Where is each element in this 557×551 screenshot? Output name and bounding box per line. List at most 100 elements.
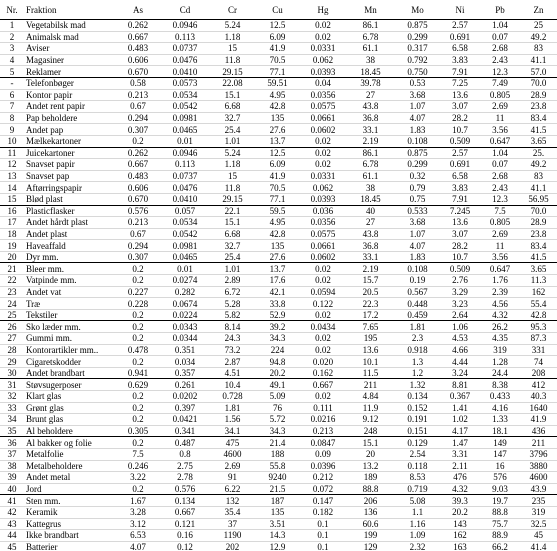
value-cell: 83 <box>520 170 557 183</box>
value-cell: 41.9 <box>255 42 300 55</box>
value-cell: 0.0573 <box>160 77 210 90</box>
value-cell: 86.1 <box>346 19 395 32</box>
value-cell: 6.68 <box>210 228 255 241</box>
value-cell: 0.0542 <box>160 100 210 113</box>
value-cell: 1.28 <box>480 355 520 368</box>
value-cell: 0.2 <box>116 436 160 449</box>
value-cell: 36.8 <box>346 239 395 252</box>
value-cell: 0.576 <box>116 205 160 218</box>
value-cell: 4.07 <box>116 541 160 551</box>
value-cell: 199 <box>346 529 395 542</box>
value-cell: 24.3 <box>210 332 255 345</box>
value-cell: 49.1 <box>255 378 300 391</box>
value-cell: 0.113 <box>160 31 210 44</box>
value-cell: 39.78 <box>346 77 395 90</box>
value-cell: 24.4 <box>480 367 520 380</box>
value-cell: 149 <box>480 436 520 449</box>
value-cell: 39.3 <box>440 494 480 507</box>
value-cell: 0.719 <box>395 483 440 496</box>
fraction-name: Tekstiler <box>24 309 116 322</box>
value-cell: 1.83 <box>395 251 440 264</box>
value-cell: 6.78 <box>346 31 395 44</box>
value-cell: 16 <box>480 460 520 473</box>
value-cell: 0.213 <box>116 89 160 102</box>
table-row: 25 Tekstiler 0.2 0.0224 5.82 52.9 0.02 17.2 0.45… <box>0 309 557 322</box>
value-cell: 0.162 <box>300 367 346 380</box>
row-number: - <box>0 77 24 90</box>
row-number: 38 <box>0 460 24 473</box>
row-number: 27 <box>0 332 24 345</box>
row-number: 2 <box>0 31 24 44</box>
value-cell: 13.7 <box>255 135 300 148</box>
value-cell: 73.2 <box>210 344 255 357</box>
value-cell: 0.805 <box>480 216 520 229</box>
value-cell: 1.04 <box>480 147 520 160</box>
table-row: 6 Kontor papir 0.213 0.0534 15.1 4.95 0.0356 27… <box>0 89 557 102</box>
value-cell: 0.02 <box>300 344 346 357</box>
value-cell: 6.09 <box>255 31 300 44</box>
value-cell: 235 <box>520 494 557 507</box>
value-cell: 0.191 <box>395 413 440 426</box>
value-cell: 0.228 <box>116 297 160 310</box>
value-cell: 0.691 <box>440 158 480 171</box>
value-cell: 0.509 <box>440 262 480 276</box>
row-number: 28 <box>0 344 24 357</box>
value-cell: 2.69 <box>210 460 255 473</box>
value-cell: 0.918 <box>395 344 440 357</box>
value-cell: 0.213 <box>116 216 160 229</box>
value-cell: 195 <box>346 332 395 345</box>
value-cell: 1.56 <box>210 413 255 426</box>
row-number: 39 <box>0 471 24 484</box>
value-cell: 88.9 <box>480 529 520 542</box>
value-cell: 0.0356 <box>300 89 346 102</box>
row-number: 19 <box>0 239 24 252</box>
value-cell: 0.02 <box>300 158 346 171</box>
value-cell: 1.83 <box>395 123 440 136</box>
value-cell: 206 <box>346 494 395 507</box>
value-cell: 37 <box>210 518 255 531</box>
value-cell: 2.87 <box>210 355 255 368</box>
value-cell: 0.262 <box>116 19 160 32</box>
value-cell: 0.0737 <box>160 170 210 183</box>
value-cell: 0.667 <box>160 506 210 519</box>
header-cell: Nr. <box>0 0 24 20</box>
value-cell: 1.18 <box>210 31 255 44</box>
value-cell: 1.09 <box>395 529 440 542</box>
value-cell: 0.02 <box>300 332 346 345</box>
value-cell: 0.0396 <box>300 460 346 473</box>
value-cell: 12.3 <box>480 193 520 206</box>
value-cell: 1.02 <box>440 413 480 426</box>
value-cell: 1190 <box>210 529 255 542</box>
value-cell: 41.9 <box>520 413 557 426</box>
value-cell: 20.2 <box>255 367 300 380</box>
row-number: 23 <box>0 286 24 299</box>
value-cell: 4.07 <box>395 239 440 252</box>
value-cell: 41.5 <box>520 251 557 264</box>
value-cell: 45 <box>520 529 557 542</box>
value-cell: 319 <box>480 344 520 357</box>
value-cell: 0.034 <box>160 355 210 368</box>
value-cell: 0.122 <box>300 297 346 310</box>
value-cell: 0.2 <box>116 390 160 403</box>
value-cell: 20.2 <box>440 506 480 519</box>
value-cell: 32.7 <box>210 239 255 252</box>
value-cell: 3.68 <box>395 216 440 229</box>
table-row: 39 Andet metal 3.22 2.78 91 9240 0.212 189 8.53 4… <box>0 471 557 484</box>
value-cell: 0.67 <box>116 228 160 241</box>
fraction-name: Aftørringspapir <box>24 181 116 194</box>
table-row: 11 Juicekartoner 0.262 0.0946 5.24 12.5 0.02 86… <box>0 147 557 160</box>
value-cell: 22.3 <box>346 297 395 310</box>
value-cell: 3796 <box>520 448 557 461</box>
value-cell: 0.509 <box>440 135 480 148</box>
value-cell: 38 <box>346 54 395 67</box>
value-cell: 12.9 <box>255 541 300 551</box>
value-cell: 0.2 <box>116 413 160 426</box>
row-number: 45 <box>0 541 24 551</box>
value-cell: 10.7 <box>440 123 480 136</box>
value-cell: 43.8 <box>346 100 395 113</box>
value-cell: 42.8 <box>520 309 557 322</box>
value-cell: 3.31 <box>440 448 480 461</box>
fraction-name: Andet brandbart <box>24 367 116 380</box>
value-cell: 2.75 <box>160 460 210 473</box>
value-cell: 0.792 <box>395 54 440 67</box>
